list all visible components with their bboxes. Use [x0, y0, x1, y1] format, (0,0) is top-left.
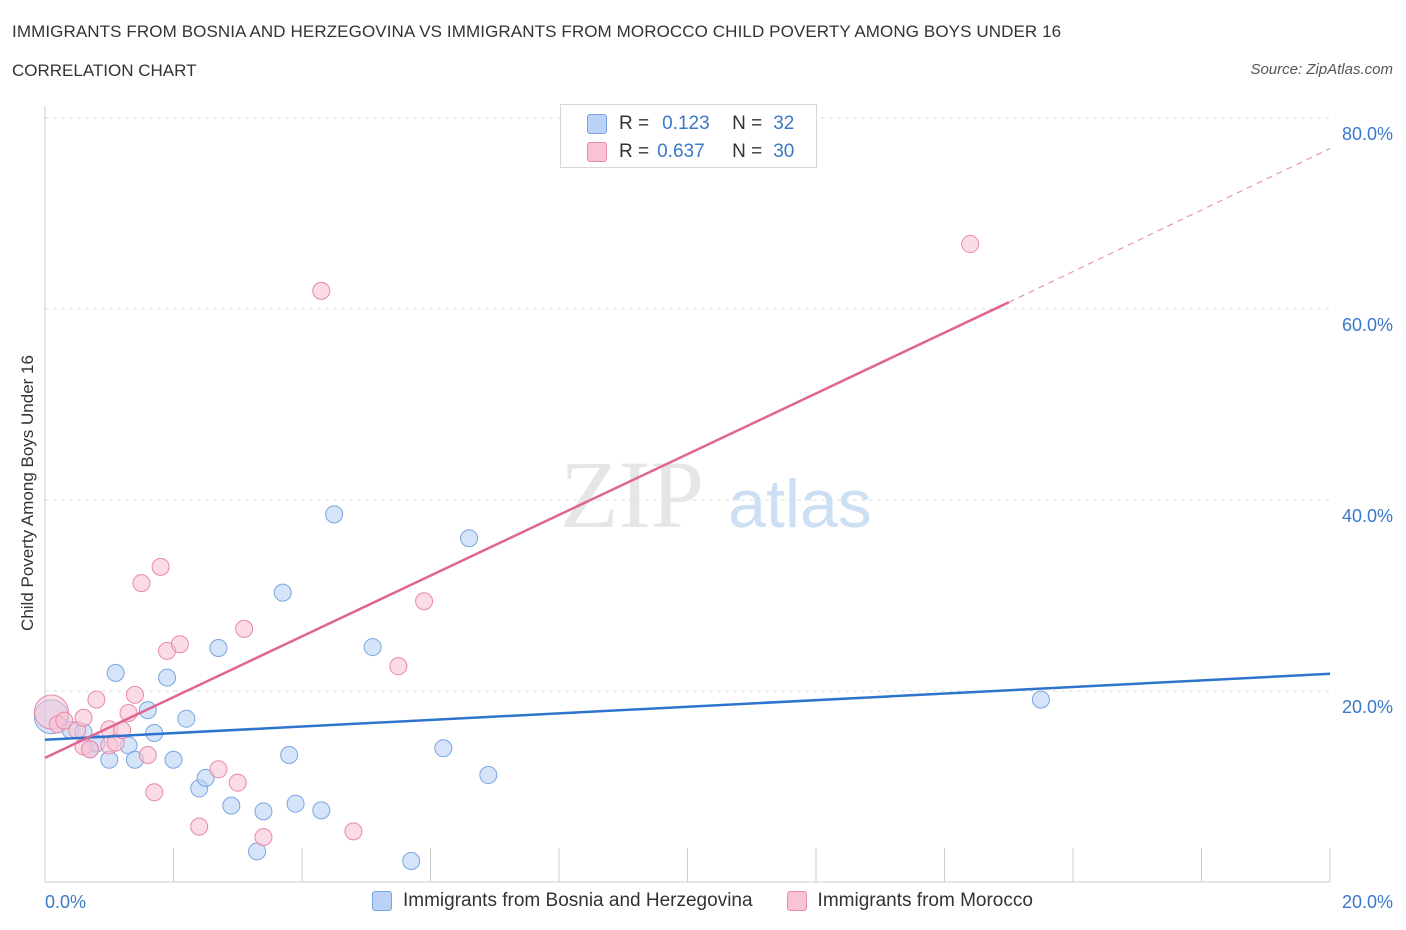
point-bosnia: [479, 766, 498, 785]
y-tick-label: 80.0%: [1342, 124, 1393, 144]
point-bosnia: [254, 802, 273, 821]
y-tick-label: 20.0%: [1342, 697, 1393, 717]
point-morocco: [312, 281, 331, 300]
x-tick-label: 0.0%: [45, 892, 86, 912]
point-morocco: [55, 711, 74, 730]
y-tick-label: 60.0%: [1342, 315, 1393, 335]
point-bosnia: [158, 668, 177, 687]
point-bosnia: [402, 851, 421, 870]
trend-line-morocco-extension: [1008, 148, 1331, 303]
legend-swatch-bosnia: [587, 114, 607, 134]
axes: [44, 106, 1331, 883]
legend-r-value-bosnia: 0.123: [662, 113, 710, 134]
point-bosnia: [177, 709, 196, 728]
point-bosnia: [164, 750, 183, 769]
trend-lines: [44, 148, 1331, 759]
legend-r-label: R =: [619, 141, 650, 162]
point-morocco: [132, 574, 151, 593]
legend-item-bosnia[interactable]: Immigrants from Bosnia and Herzegovina: [372, 890, 753, 912]
point-morocco: [151, 557, 170, 576]
chart-title: IMMIGRANTS FROM BOSNIA AND HERZEGOVINA V…: [12, 22, 1062, 41]
point-bosnia: [209, 639, 228, 658]
point-morocco: [344, 822, 363, 841]
legend-swatch-morocco: [786, 891, 807, 911]
point-morocco: [228, 773, 247, 792]
point-bosnia: [196, 768, 215, 787]
legend-item-morocco[interactable]: Immigrants from Morocco: [786, 890, 1033, 912]
watermark: ZIP atlas: [560, 441, 872, 548]
tick-labels: 20.0% 40.0% 60.0% 80.0% 0.0% 20.0%: [45, 124, 1393, 912]
data-points: [33, 235, 1050, 870]
legend-swatch-bosnia: [372, 891, 392, 911]
point-morocco: [170, 635, 189, 654]
point-bosnia: [273, 583, 292, 602]
point-morocco: [87, 690, 106, 709]
point-bosnia: [106, 663, 125, 682]
chart-subtitle: CORRELATION CHART: [12, 61, 197, 80]
x-tick-label: 20.0%: [1342, 892, 1393, 912]
legend-swatch-morocco: [587, 142, 607, 162]
grid-lines: [45, 117, 1330, 692]
point-morocco: [415, 592, 434, 611]
trend-line-morocco: [44, 301, 1010, 759]
point-morocco: [389, 657, 408, 676]
point-morocco: [235, 619, 254, 638]
point-morocco: [74, 708, 93, 727]
series-legend: Immigrants from Bosnia and Herzegovina I…: [372, 890, 1067, 912]
legend-n-label: N =: [732, 113, 763, 134]
legend-n-value-bosnia: 32: [773, 113, 795, 134]
point-bosnia: [222, 796, 241, 815]
point-bosnia: [286, 794, 305, 813]
y-axis-label: Child Poverty Among Boys Under 16: [18, 355, 37, 631]
point-morocco: [961, 235, 980, 254]
point-bosnia: [280, 745, 299, 764]
point-morocco: [254, 828, 273, 847]
legend-row-morocco: R = 0.637 N = 30: [587, 140, 794, 164]
legend-label-bosnia: Immigrants from Bosnia and Herzegovina: [403, 890, 753, 911]
point-morocco: [80, 740, 99, 759]
watermark-atlas: atlas: [728, 466, 872, 542]
point-morocco: [138, 745, 157, 764]
legend-n-value-morocco: 30: [773, 141, 795, 162]
point-bosnia: [460, 529, 479, 548]
point-morocco: [125, 685, 144, 704]
point-bosnia: [312, 801, 331, 820]
point-bosnia: [363, 638, 382, 657]
point-morocco: [145, 783, 164, 802]
legend-n-label: N =: [732, 141, 763, 162]
point-bosnia: [1031, 690, 1050, 709]
point-bosnia: [325, 505, 344, 524]
legend-r-value-morocco: 0.637: [657, 141, 705, 162]
y-tick-label: 40.0%: [1342, 506, 1393, 526]
legend-label-morocco: Immigrants from Morocco: [817, 890, 1033, 911]
point-morocco: [209, 760, 228, 779]
trend-line-bosnia: [44, 672, 1331, 741]
legend-row-bosnia: R = 0.123 N = 32: [587, 112, 794, 136]
point-bosnia: [434, 739, 453, 758]
legend-r-label: R =: [619, 113, 650, 134]
point-morocco: [190, 817, 209, 836]
stats-legend: R = 0.123 N = 32 R = 0.637 N = 30: [560, 104, 817, 168]
source-label: Source: ZipAtlas.com: [1250, 61, 1393, 78]
